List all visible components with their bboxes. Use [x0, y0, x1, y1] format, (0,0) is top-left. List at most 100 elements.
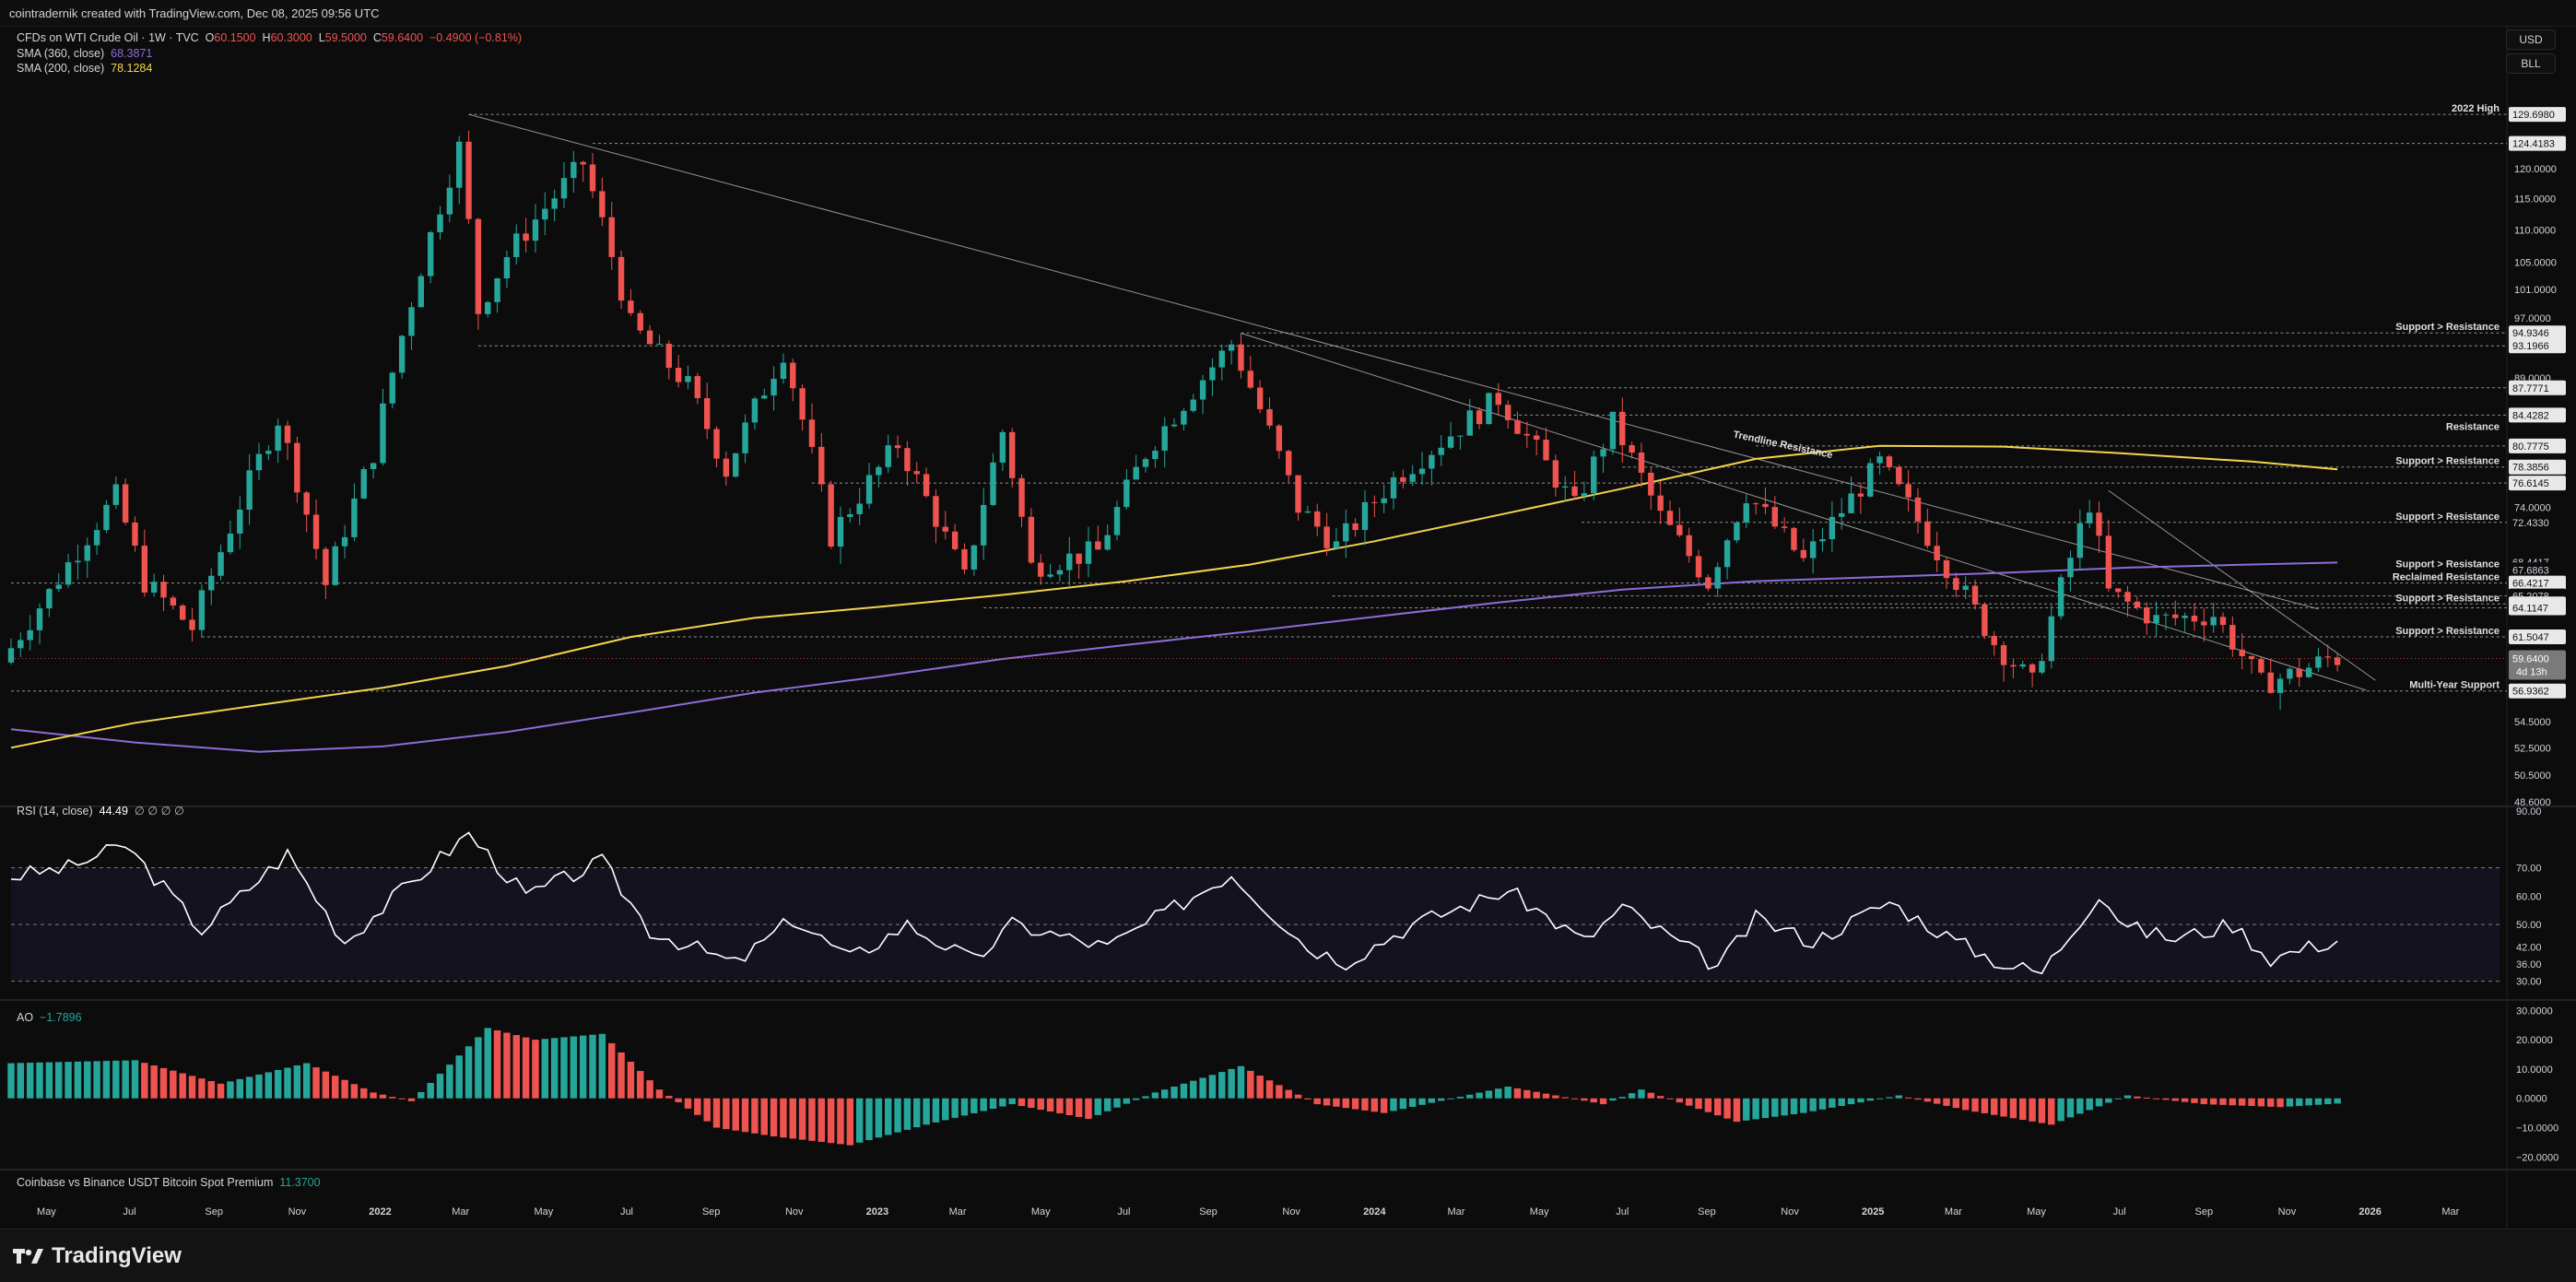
candle-body[interactable] [1352, 523, 1359, 531]
candle-body[interactable] [189, 619, 195, 630]
candle-body[interactable] [1876, 456, 1883, 464]
candle-body[interactable] [551, 198, 558, 209]
candle-body[interactable] [93, 530, 100, 546]
candle-body[interactable] [1552, 460, 1559, 488]
ao-bar[interactable] [512, 1035, 520, 1099]
ao-bar[interactable] [1294, 1094, 1302, 1099]
candle-body[interactable] [360, 469, 367, 499]
candle-body[interactable] [1123, 479, 1130, 508]
candle-body[interactable] [856, 503, 863, 514]
candle-body[interactable] [2010, 665, 2017, 667]
ao-bar[interactable] [1466, 1094, 1474, 1099]
ao-bar[interactable] [1800, 1098, 1807, 1113]
price-tag-box[interactable] [2509, 476, 2566, 491]
candle-body[interactable] [761, 395, 768, 399]
ao-bar[interactable] [1638, 1089, 1645, 1099]
candle-body[interactable] [1924, 521, 1931, 547]
ao-bar[interactable] [217, 1083, 225, 1099]
candle-body[interactable] [1867, 463, 1874, 497]
candle-body[interactable] [1657, 495, 1664, 512]
candle-body[interactable] [170, 597, 177, 606]
ao-bar[interactable] [112, 1060, 120, 1099]
candle-body[interactable] [733, 453, 739, 477]
ao-bar[interactable] [1943, 1098, 1950, 1106]
candle-body[interactable] [265, 451, 272, 454]
ao-bar[interactable] [322, 1071, 330, 1099]
ao-bar[interactable] [1085, 1098, 1092, 1119]
candle-body[interactable] [1361, 501, 1369, 531]
ao-bar[interactable] [1961, 1098, 1970, 1111]
candle-body[interactable] [560, 178, 568, 199]
candle-body[interactable] [1819, 539, 1826, 542]
ao-bar[interactable] [2257, 1098, 2265, 1107]
ao-bar[interactable] [74, 1061, 82, 1099]
candle-body[interactable] [284, 425, 291, 443]
candle-body[interactable] [1771, 507, 1778, 527]
ao-bar[interactable] [1581, 1098, 1588, 1101]
candle-body[interactable] [980, 504, 987, 546]
candle-body[interactable] [770, 379, 777, 396]
candle-body[interactable] [1752, 503, 1759, 505]
candle-body[interactable] [847, 513, 853, 517]
candle-body[interactable] [1181, 410, 1187, 425]
ao-bar[interactable] [312, 1067, 320, 1099]
ao-bar[interactable] [245, 1076, 253, 1099]
candle-body[interactable] [1686, 535, 1692, 557]
candle-body[interactable] [446, 187, 453, 215]
ao-bar[interactable] [1438, 1098, 1445, 1101]
candle-body[interactable] [999, 431, 1006, 463]
ao-bar[interactable] [1886, 1097, 1893, 1099]
ao-bar[interactable] [1542, 1093, 1550, 1099]
ao-bar[interactable] [418, 1091, 425, 1099]
ao-bar[interactable] [1304, 1098, 1312, 1100]
ao-bar[interactable] [541, 1039, 549, 1099]
candle-body[interactable] [1286, 451, 1292, 476]
ao-bar[interactable] [1218, 1072, 1226, 1099]
candle-body[interactable] [532, 219, 539, 241]
candle-body[interactable] [1142, 459, 1149, 467]
ao-bar[interactable] [694, 1098, 701, 1115]
ao-bar[interactable] [284, 1067, 291, 1099]
ao-bar[interactable] [1981, 1098, 1989, 1113]
candle-body[interactable] [1734, 522, 1740, 541]
ao-bar[interactable] [598, 1033, 606, 1099]
ao-bar[interactable] [2095, 1098, 2103, 1107]
price-tag-box[interactable] [2509, 514, 2566, 530]
ao-bar[interactable] [398, 1098, 406, 1100]
candle-body[interactable] [475, 218, 482, 314]
candle-body[interactable] [542, 208, 548, 220]
candle-body[interactable] [1723, 540, 1731, 568]
candle-body[interactable] [780, 362, 787, 380]
ao-bar[interactable] [1256, 1076, 1264, 1099]
rsi-line[interactable] [10, 831, 2338, 975]
candle-body[interactable] [1418, 468, 1426, 475]
ao-bar[interactable] [198, 1078, 206, 1099]
rsi-legend[interactable]: RSI (14, close) 44.49 ∅ ∅ ∅ ∅ [17, 804, 184, 817]
candle-body[interactable] [1028, 516, 1035, 563]
ao-bar[interactable] [1208, 1075, 1217, 1099]
candle-body[interactable] [742, 422, 748, 453]
ao-bar[interactable] [1866, 1098, 1874, 1101]
candle-body[interactable] [18, 640, 24, 649]
ao-bar[interactable] [2038, 1098, 2046, 1123]
ao-bar[interactable] [475, 1037, 482, 1099]
ao-bar[interactable] [789, 1098, 796, 1139]
ao-bar[interactable] [1723, 1098, 1731, 1119]
candle-body[interactable] [437, 214, 443, 232]
ao-bar[interactable] [827, 1098, 835, 1144]
candle-body[interactable] [2076, 523, 2084, 559]
candle-body[interactable] [180, 606, 186, 620]
candle-body[interactable] [1934, 546, 1940, 560]
ao-bar[interactable] [1103, 1098, 1112, 1111]
candle-body[interactable] [2048, 616, 2054, 662]
candle-body[interactable] [1581, 493, 1588, 497]
ao-bar[interactable] [1380, 1098, 1388, 1113]
ao-bar[interactable] [942, 1098, 949, 1121]
ao-bar[interactable] [1399, 1098, 1407, 1110]
ao-bar[interactable] [1838, 1098, 1845, 1106]
candle-body[interactable] [1095, 541, 1101, 550]
candle-body[interactable] [2182, 616, 2188, 618]
ao-legend[interactable]: AO −1.7896 [17, 1011, 82, 1024]
ao-bar[interactable] [913, 1098, 921, 1128]
ao-bar[interactable] [1781, 1098, 1788, 1116]
